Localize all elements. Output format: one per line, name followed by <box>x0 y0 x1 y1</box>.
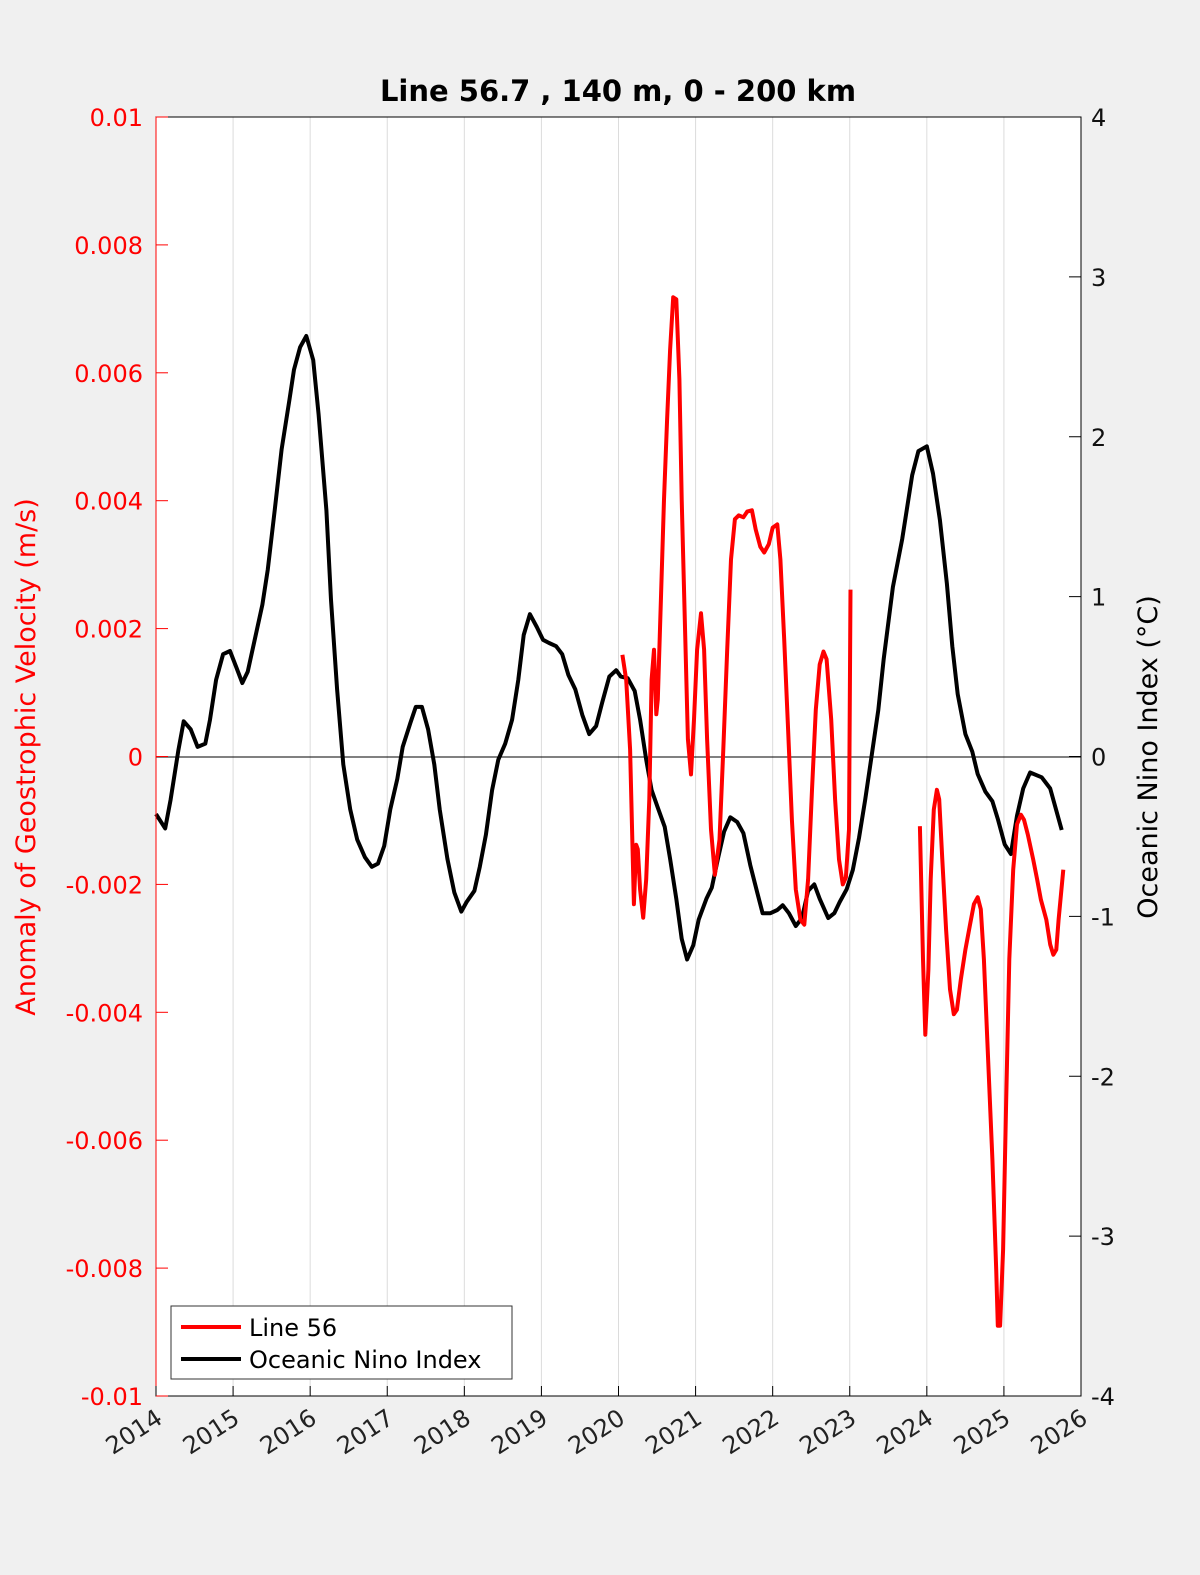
y-right-tick-label: 4 <box>1091 104 1106 132</box>
y-right-tick-label: -4 <box>1091 1383 1115 1411</box>
y-axis-left-label: Anomaly of Geostrophic Velocity (m/s) <box>11 498 42 1016</box>
x-tick-label: 2017 <box>332 1404 398 1461</box>
chart-title: Line 56.7 , 140 m, 0 - 200 km <box>380 74 856 108</box>
x-tick-label: 2015 <box>178 1404 244 1461</box>
y-right-tick-label: 3 <box>1091 264 1106 292</box>
x-tick-label: 2021 <box>640 1404 706 1461</box>
y-left-tick-label: 0 <box>128 744 143 772</box>
y-left-tick-label: -0.004 <box>66 999 143 1027</box>
line56-series <box>917 787 1066 1328</box>
y-left-tick-label: 0.004 <box>74 488 143 516</box>
y-right-tick-label: -3 <box>1091 1223 1115 1251</box>
y-axis-right-label: Oceanic Nino Index (°C) <box>1133 595 1164 919</box>
legend: Line 56 Oceanic Nino Index <box>170 1305 513 1380</box>
y-left-tick-label: -0.01 <box>81 1383 143 1411</box>
y-left-tick-label: 0.002 <box>74 616 143 644</box>
x-tick-label: 2022 <box>717 1404 783 1461</box>
y-left-tick-label: -0.006 <box>66 1127 143 1155</box>
x-tick-label: 2023 <box>795 1404 861 1461</box>
y-right-tick-label: 0 <box>1091 744 1106 772</box>
y-right-tick-label: 1 <box>1091 584 1106 612</box>
y-left-tick-label: -0.002 <box>66 871 143 899</box>
x-tick-label: 2018 <box>409 1404 475 1461</box>
x-tick-label: 2019 <box>486 1404 552 1461</box>
legend-label-line56: Line 56 <box>249 1314 337 1342</box>
oni-series <box>154 334 1064 962</box>
y-right-tick-label: -2 <box>1091 1063 1115 1091</box>
y-left-tick-label: -0.008 <box>66 1255 143 1283</box>
series-lines <box>154 295 1066 1328</box>
y-right-tick-label: -1 <box>1091 903 1115 931</box>
y-left-tick-label: 0.008 <box>74 232 143 260</box>
x-tick-label: 2016 <box>255 1404 321 1461</box>
legend-label-oni: Oceanic Nino Index <box>249 1346 481 1374</box>
x-tick-label: 2026 <box>1026 1404 1092 1461</box>
x-tick-label: 2025 <box>949 1404 1015 1461</box>
x-tick-label: 2014 <box>101 1404 167 1461</box>
line56-series <box>620 295 853 927</box>
y-right-tick-label: 2 <box>1091 424 1106 452</box>
x-tick-label: 2024 <box>872 1404 938 1461</box>
y-left-tick-label: 0.01 <box>90 104 143 132</box>
y-left-tick-label: 0.006 <box>74 360 143 388</box>
x-tick-label: 2020 <box>563 1404 629 1461</box>
legend-box <box>170 1305 513 1380</box>
